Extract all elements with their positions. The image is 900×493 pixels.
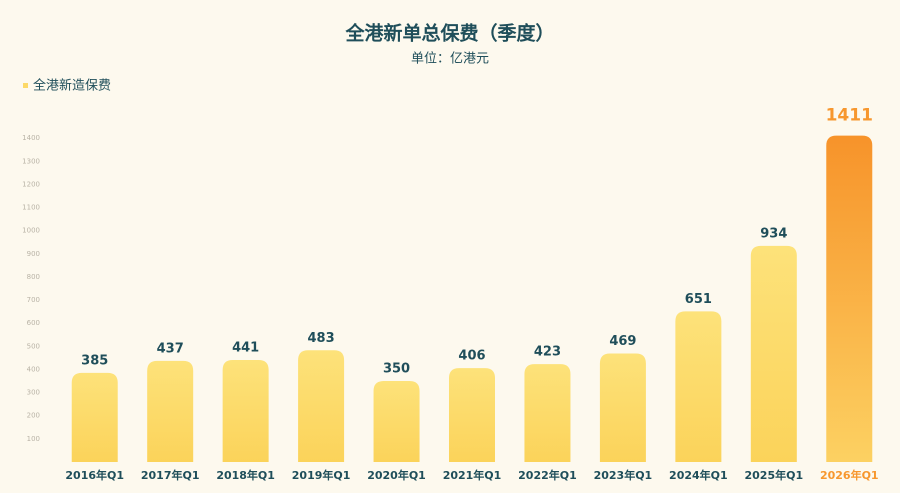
y-tick-label: 300 bbox=[27, 389, 40, 397]
data-label: 469 bbox=[609, 334, 636, 349]
bar bbox=[449, 368, 495, 462]
bar bbox=[524, 364, 571, 462]
data-label: 934 bbox=[760, 226, 787, 241]
y-tick-label: 1300 bbox=[22, 157, 40, 165]
bar bbox=[750, 245, 797, 462]
x-tick-label: 2023年Q1 bbox=[594, 468, 653, 482]
bar bbox=[298, 350, 345, 462]
bar bbox=[147, 360, 194, 462]
x-tick-label: 2020年Q1 bbox=[367, 468, 426, 482]
data-label: 651 bbox=[685, 292, 712, 307]
bar bbox=[71, 372, 118, 462]
data-label: 406 bbox=[458, 349, 485, 364]
x-tick-label: 2021年Q1 bbox=[443, 468, 502, 482]
y-tick-label: 600 bbox=[27, 319, 40, 327]
data-label: 437 bbox=[157, 341, 184, 356]
x-tick-label: 2022年Q1 bbox=[518, 468, 577, 482]
data-label: 441 bbox=[232, 340, 259, 355]
y-tick-label: 800 bbox=[27, 273, 40, 281]
y-tick-label: 1400 bbox=[22, 134, 40, 142]
x-tick-label: 2016年Q1 bbox=[65, 468, 124, 482]
chart-subtitle: 单位：亿港元 bbox=[411, 52, 489, 67]
data-label: 423 bbox=[534, 345, 561, 360]
y-tick-label: 1100 bbox=[22, 204, 40, 212]
bar bbox=[599, 353, 646, 462]
y-tick-label: 100 bbox=[27, 435, 40, 443]
x-tick-label: 2019年Q1 bbox=[292, 468, 351, 482]
data-label: 385 bbox=[81, 353, 108, 368]
y-tick-label: 1200 bbox=[22, 180, 40, 188]
legend-label: 全港新造保费 bbox=[33, 78, 111, 94]
x-tick-label: 2024年Q1 bbox=[669, 468, 728, 482]
legend-swatch bbox=[23, 83, 28, 88]
data-label: 1411 bbox=[826, 106, 873, 126]
chart-title: 全港新单总保费（季度） bbox=[344, 22, 554, 45]
y-tick-label: 700 bbox=[27, 296, 40, 304]
y-tick-label: 900 bbox=[27, 250, 40, 258]
x-tick-label: 2025年Q1 bbox=[745, 468, 804, 482]
data-label: 350 bbox=[383, 362, 410, 377]
bar bbox=[373, 381, 420, 462]
x-tick-label: 2018年Q1 bbox=[216, 468, 275, 482]
bar bbox=[222, 359, 269, 462]
y-tick-label: 400 bbox=[27, 365, 40, 373]
bar bbox=[826, 135, 873, 462]
bar bbox=[675, 311, 722, 462]
data-label: 483 bbox=[308, 331, 335, 346]
x-tick-label: 2026年Q1 bbox=[820, 468, 879, 482]
x-tick-label: 2017年Q1 bbox=[141, 468, 200, 482]
y-tick-label: 1000 bbox=[22, 227, 40, 235]
y-tick-label: 200 bbox=[27, 412, 40, 420]
y-tick-label: 500 bbox=[27, 342, 40, 350]
